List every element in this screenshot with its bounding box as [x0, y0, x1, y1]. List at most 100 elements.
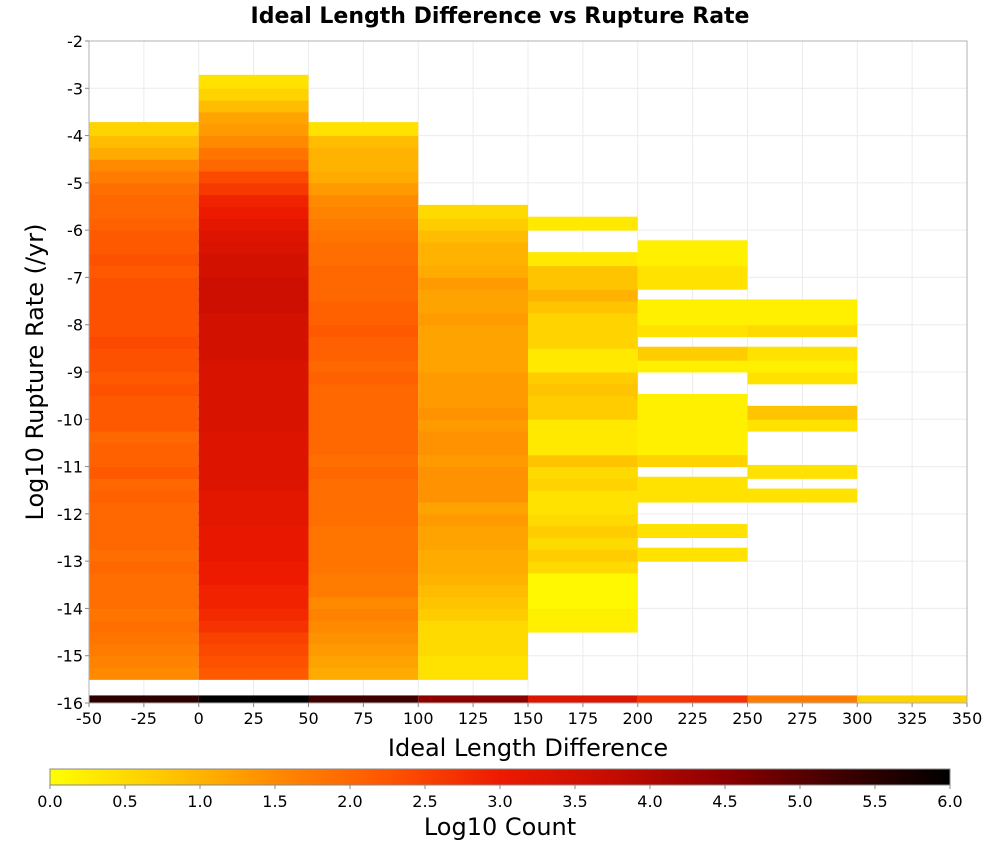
heatmap-cell — [528, 571, 638, 586]
heatmap-cell — [528, 559, 638, 574]
heatmap-cell — [198, 695, 309, 704]
heatmap-cell — [528, 453, 638, 468]
heatmap-cell — [528, 618, 638, 633]
heatmap-cell — [198, 512, 309, 527]
colorbar-tick-label: 5.5 — [862, 792, 887, 811]
heatmap-cell — [308, 370, 419, 385]
heatmap-cell — [418, 429, 528, 444]
heatmap-cell — [308, 630, 419, 645]
heatmap-cell — [747, 417, 858, 432]
heatmap-cell — [198, 630, 309, 645]
heatmap-cell — [528, 476, 638, 491]
heatmap-cell — [198, 393, 309, 408]
heatmap-cell — [308, 476, 419, 491]
heatmap-cell — [308, 547, 419, 562]
y-tick-label: -6 — [67, 221, 83, 240]
heatmap-cell — [308, 583, 419, 598]
heatmap-cell — [198, 299, 309, 314]
heatmap-cell — [89, 358, 199, 373]
heatmap-cell — [418, 346, 528, 361]
heatmap-cell — [308, 512, 419, 527]
heatmap-cell — [89, 524, 199, 538]
heatmap-cell — [637, 358, 748, 373]
heatmap-cell — [528, 583, 638, 598]
heatmap-cell — [198, 98, 309, 113]
heatmap-cell — [198, 311, 309, 326]
colorbar-tick-label: 1.5 — [262, 792, 287, 811]
heatmap-cell — [198, 110, 309, 125]
heatmap-cell — [747, 299, 858, 314]
heatmap-cell — [418, 393, 528, 408]
heatmap-cell — [747, 370, 858, 385]
heatmap-cell — [308, 157, 419, 172]
heatmap-cell — [637, 252, 748, 267]
heatmap-cell — [198, 405, 309, 420]
heatmap-cell — [89, 263, 199, 278]
heatmap-cell — [528, 464, 638, 479]
heatmap-cell — [418, 512, 528, 527]
heatmap-cell — [418, 252, 528, 267]
heatmap-cell — [308, 193, 419, 207]
heatmap-cell — [308, 571, 419, 586]
heatmap-cell — [418, 547, 528, 562]
x-tick-label: 100 — [403, 709, 434, 728]
heatmap-cell — [637, 417, 748, 432]
y-tick-label: -14 — [57, 599, 83, 618]
heatmap-cell — [637, 299, 748, 314]
heatmap-cell — [198, 157, 309, 172]
y-tick-label: -5 — [67, 174, 83, 193]
x-axis-label: Ideal Length Difference — [388, 734, 668, 762]
heatmap-cell — [528, 263, 638, 278]
heatmap-cell — [528, 358, 638, 373]
heatmap-cell — [528, 275, 638, 290]
y-tick-label: -4 — [67, 127, 83, 146]
heatmap-cell — [89, 311, 199, 326]
heatmap-cell — [418, 642, 528, 657]
x-tick-label: 125 — [458, 709, 489, 728]
y-tick-label: -11 — [57, 458, 83, 477]
colorbar-tick-label: 1.0 — [187, 792, 212, 811]
y-tick-label: -12 — [57, 505, 83, 524]
heatmap-cell — [198, 535, 309, 550]
heatmap-cell — [308, 346, 419, 361]
heatmap-cell — [308, 441, 419, 456]
heatmap-cell — [198, 252, 309, 267]
heatmap-cell — [198, 500, 309, 515]
heatmap-cell — [198, 346, 309, 361]
heatmap-cell — [418, 583, 528, 598]
heatmap-cell — [637, 323, 748, 338]
heatmap-cell — [528, 287, 638, 302]
heatmap-cell — [637, 441, 748, 456]
heatmap-cell — [308, 524, 419, 538]
x-tick-label: 225 — [677, 709, 708, 728]
heatmap-cell — [198, 145, 309, 160]
heatmap-cell — [308, 393, 419, 408]
heatmap-cell — [418, 417, 528, 432]
heatmap-cell — [418, 464, 528, 479]
heatmap-cell — [89, 122, 199, 137]
heatmap-cell — [528, 346, 638, 361]
heatmap-cell — [89, 464, 199, 479]
heatmap-cell — [418, 370, 528, 385]
colorbar-tick-label: 4.5 — [712, 792, 737, 811]
heatmap-cell — [198, 263, 309, 278]
heatmap-cell — [747, 488, 858, 503]
heatmap-cell — [198, 122, 309, 137]
heatmap-cell — [528, 299, 638, 314]
heatmap-cell — [418, 665, 528, 680]
heatmap-cell — [418, 323, 528, 338]
heatmap-cell — [528, 488, 638, 503]
heatmap-cell — [637, 695, 748, 704]
x-tick-label: 25 — [243, 709, 263, 728]
heatmap-cell — [418, 630, 528, 645]
heatmap-cell — [418, 382, 528, 397]
y-tick-label: -2 — [67, 32, 83, 51]
heatmap-cell — [308, 240, 419, 255]
heatmap-cell — [747, 311, 858, 326]
heatmap-cell — [528, 500, 638, 515]
heatmap-cell — [89, 169, 199, 184]
heatmap-cell — [418, 654, 528, 669]
heatmap-cell — [89, 535, 199, 550]
heatmap-cell — [528, 323, 638, 338]
heatmap-cell — [418, 405, 528, 420]
